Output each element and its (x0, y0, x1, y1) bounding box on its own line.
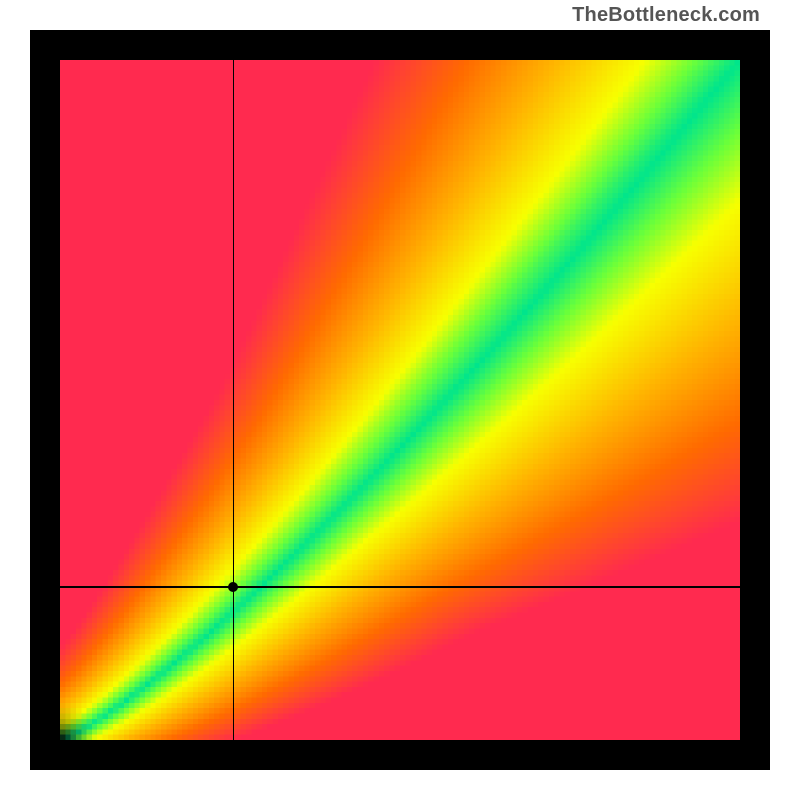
heatmap-canvas (60, 60, 740, 740)
chart-plot-area (60, 60, 740, 740)
watermark-text: TheBottleneck.com (572, 4, 760, 27)
chart-border (30, 30, 770, 770)
crosshair-vertical (233, 60, 235, 740)
crosshair-dot (228, 582, 238, 592)
crosshair-horizontal (60, 586, 740, 588)
